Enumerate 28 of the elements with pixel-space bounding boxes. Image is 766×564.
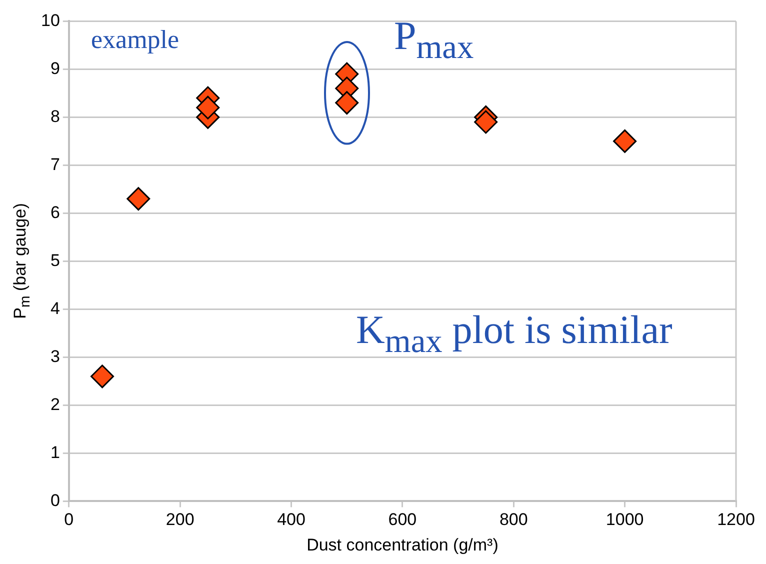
y-tick-label: 2: [50, 394, 60, 414]
x-tick-label: 600: [388, 510, 417, 530]
x-axis-title: Dust concentration (g/m³): [306, 535, 498, 554]
x-tick-label: 800: [499, 510, 528, 530]
point: [613, 129, 637, 153]
point: [474, 110, 498, 134]
y-tick-label: 0: [50, 490, 60, 510]
point: [196, 96, 220, 120]
annotation: P$_{max}$: [394, 13, 474, 67]
annotation: example: [91, 25, 180, 55]
point: [335, 91, 359, 115]
y-tick-label: 5: [50, 250, 60, 270]
x-tick-label: 1000: [606, 510, 644, 530]
y-tick-label: 3: [50, 346, 60, 366]
y-tick-label: 8: [50, 106, 60, 126]
y-tick-label: 6: [50, 202, 60, 222]
x-tick-label: 1200: [717, 510, 755, 530]
y-tick-label: 10: [40, 10, 60, 30]
y-tick-label: 1: [50, 442, 60, 462]
point: [90, 364, 114, 388]
y-tick-label: 7: [50, 154, 60, 174]
y-tick-label: 9: [50, 58, 60, 78]
annotation: K$_{max}$ plot is similar: [356, 307, 672, 361]
x-tick-label: 0: [64, 510, 74, 530]
x-tick-label: 400: [277, 510, 306, 530]
y-tick-label: 4: [50, 298, 60, 318]
point: [126, 187, 150, 211]
x-tick-label: 200: [166, 510, 194, 530]
